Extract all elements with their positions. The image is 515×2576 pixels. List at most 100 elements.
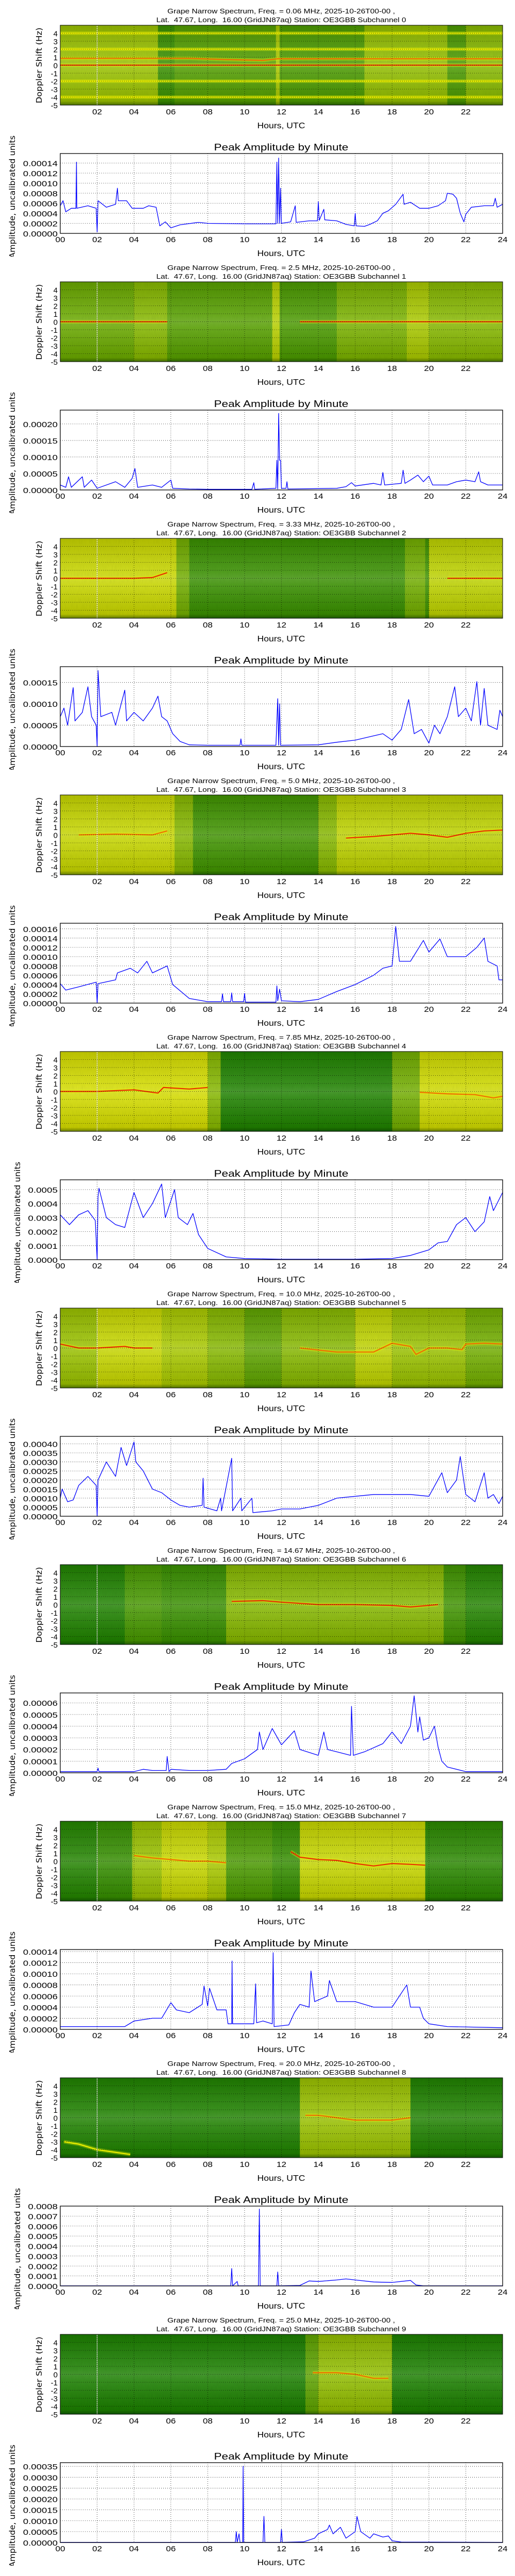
amplitude-xtick-label: 04 bbox=[129, 1262, 139, 1270]
amplitude-frame bbox=[60, 153, 503, 234]
spectrogram-ytick-label: -3 bbox=[51, 599, 58, 607]
spectrogram-ytick-label: -4 bbox=[51, 1890, 58, 1899]
spectrogram-xtick-label: 12 bbox=[277, 621, 286, 630]
spectrogram-plot bbox=[60, 1821, 503, 1901]
amplitude-xtick-label: 22 bbox=[461, 2031, 471, 2040]
spectrogram-title: Grape Narrow Spectrum, Freq. = 7.85 MHz,… bbox=[167, 1033, 395, 1041]
spectrogram-plot bbox=[60, 1565, 503, 1645]
amplitude-ytick-label: 0.00000 bbox=[23, 999, 58, 1008]
amplitude-title: Peak Amplitude by Minute bbox=[214, 399, 349, 409]
amplitude-title: Peak Amplitude by Minute bbox=[214, 655, 349, 666]
amplitude-xtick-label: 04 bbox=[129, 1005, 139, 1014]
amplitude-ytick-label: 0.00015 bbox=[23, 1485, 58, 1494]
spectrogram-xtick-label: 14 bbox=[314, 2417, 323, 2426]
spectrogram-ytick-label: -3 bbox=[51, 855, 58, 864]
amplitude-xtick-label: 24 bbox=[498, 1005, 508, 1014]
spectrogram-ylabel: Doppler Shift (Hz) bbox=[35, 541, 44, 617]
channel-figure: Grape Narrow Spectrum, Freq. = 0.06 MHz,… bbox=[8, 7, 508, 258]
spectrogram-xtick-label: 12 bbox=[277, 2417, 286, 2426]
amplitude-series-line bbox=[60, 158, 503, 232]
amplitude-series-line bbox=[60, 1442, 503, 1517]
amplitude-ytick-label: 0.00002 bbox=[23, 990, 58, 999]
spectrogram-ytick-label: -4 bbox=[51, 2403, 58, 2412]
spectrogram-xtick-label: 08 bbox=[203, 1391, 213, 1399]
amplitude-xtick-label: 16 bbox=[350, 2031, 360, 2040]
amplitude-ytick-label: 0.00030 bbox=[23, 1459, 58, 1467]
spectrogram-frame bbox=[60, 2334, 503, 2415]
amplitude-xtick-label: 12 bbox=[277, 1262, 286, 1270]
spectrogram-ytick-label: -5 bbox=[51, 1897, 58, 1906]
spectrogram-frame bbox=[60, 2077, 503, 2158]
spectrogram-xtick-label: 10 bbox=[239, 2417, 249, 2426]
spectrogram-ytick-label: 3 bbox=[54, 294, 58, 303]
amplitude-title: Peak Amplitude by Minute bbox=[214, 2451, 349, 2462]
amplitude-xtick-label: 12 bbox=[277, 1005, 286, 1014]
spectrogram-xlabel: Hours, UTC bbox=[258, 1661, 305, 1670]
amplitude-xtick-label: 00 bbox=[56, 1262, 65, 1270]
spectrogram-ytick-label: -4 bbox=[51, 350, 58, 359]
amplitude-ytick-label: 0.0005 bbox=[28, 1186, 58, 1195]
spectrogram-ytick-label: -1 bbox=[51, 1096, 58, 1105]
spectrogram-xtick-label: 02 bbox=[92, 1647, 102, 1656]
spectrogram-ytick-label: -4 bbox=[51, 1377, 58, 1385]
spectrogram-ytick-label: 3 bbox=[54, 807, 58, 816]
amplitude-xtick-label: 24 bbox=[498, 1518, 508, 1527]
amplitude-xtick-label: 18 bbox=[387, 235, 397, 244]
spectrogram-xtick-label: 18 bbox=[387, 1904, 397, 1912]
spectrogram-xtick-label: 06 bbox=[166, 1904, 176, 1912]
amplitude-frame bbox=[60, 2462, 503, 2543]
amplitude-plot-area bbox=[60, 667, 503, 747]
amplitude-frame bbox=[60, 1692, 503, 1773]
amplitude-ytick-label: 0.0006 bbox=[28, 2223, 58, 2231]
spectrogram-ytick-label: -3 bbox=[51, 1882, 58, 1890]
spectrogram-xlabel: Hours, UTC bbox=[258, 1148, 305, 1157]
amplitude-series-line bbox=[60, 926, 503, 1004]
spectrogram-xtick-label: 06 bbox=[166, 108, 176, 116]
channel-block: Grape Narrow Spectrum, Freq. = 14.67 MHz… bbox=[0, 1539, 515, 1798]
spectrogram-xtick-label: 06 bbox=[166, 877, 176, 886]
amplitude-xtick-label: 04 bbox=[129, 2545, 139, 2553]
amplitude-xtick-label: 08 bbox=[203, 492, 213, 501]
amplitude-ytick-label: 0.00020 bbox=[23, 1477, 58, 1485]
amplitude-xtick-label: 06 bbox=[166, 2545, 176, 2553]
amplitude-frame bbox=[60, 1436, 503, 1517]
spectrogram-ytick-label: -1 bbox=[51, 2122, 58, 2131]
spectrogram-ytick-label: -5 bbox=[51, 871, 58, 880]
spectrogram-xtick-label: 06 bbox=[166, 2160, 176, 2169]
spectrogram-ytick-label: -1 bbox=[51, 583, 58, 591]
spectrogram-frame bbox=[60, 1821, 503, 1902]
spectrogram-title: Grape Narrow Spectrum, Freq. = 2.5 MHz, … bbox=[167, 264, 395, 272]
amplitude-plot-area bbox=[60, 1436, 503, 1516]
spectrogram-ytick-label: -2 bbox=[51, 1617, 58, 1626]
spectrogram-xtick-label: 18 bbox=[387, 621, 397, 630]
spectrogram-ytick-label: 4 bbox=[54, 1569, 58, 1578]
spectrogram-xlabel: Hours, UTC bbox=[258, 891, 305, 900]
amplitude-xtick-label: 08 bbox=[203, 1005, 213, 1014]
amplitude-xtick-label: 02 bbox=[92, 2545, 102, 2553]
spectrogram-ytick-label: -2 bbox=[51, 334, 58, 343]
spectrogram-subtitle: Lat. 47.67, Long. 16.00 (GridJN87aq) Sta… bbox=[157, 1299, 406, 1307]
spectrogram-ytick-label: -2 bbox=[51, 1874, 58, 1883]
spectrogram-xtick-label: 10 bbox=[239, 108, 249, 116]
amplitude-xtick-label: 02 bbox=[92, 1518, 102, 1527]
spectrogram-xtick-label: 16 bbox=[350, 1391, 360, 1399]
channel-block: Grape Narrow Spectrum, Freq. = 2.5 MHz, … bbox=[0, 257, 515, 515]
spectrogram-frame bbox=[60, 25, 503, 106]
amplitude-xtick-label: 18 bbox=[387, 2031, 397, 2040]
spectrogram-xtick-label: 18 bbox=[387, 1391, 397, 1399]
spectrogram-xtick-label: 22 bbox=[461, 364, 471, 373]
amplitude-ytick-label: 0.00005 bbox=[23, 722, 58, 731]
amplitude-ytick-label: 0.00015 bbox=[23, 2506, 58, 2515]
spectrogram-ytick-label: -2 bbox=[51, 2387, 58, 2396]
spectrogram-ytick-label: -1 bbox=[51, 326, 58, 335]
amplitude-xtick-label: 16 bbox=[350, 1005, 360, 1014]
amplitude-xlabel: Hours, UTC bbox=[258, 1276, 305, 1283]
spectrogram-ytick-label: 0 bbox=[54, 1601, 58, 1610]
spectrogram-ytick-label: 4 bbox=[54, 286, 58, 295]
amplitude-ytick-label: 0.00012 bbox=[23, 1959, 58, 1968]
spectrogram-ytick-label: 3 bbox=[54, 38, 58, 46]
amplitude-ytick-label: 0.00008 bbox=[23, 190, 58, 198]
spectrogram-xtick-label: 08 bbox=[203, 2160, 213, 2169]
spectrogram-ytick-label: 2 bbox=[54, 302, 58, 311]
spectrogram-xtick-label: 18 bbox=[387, 2160, 397, 2169]
